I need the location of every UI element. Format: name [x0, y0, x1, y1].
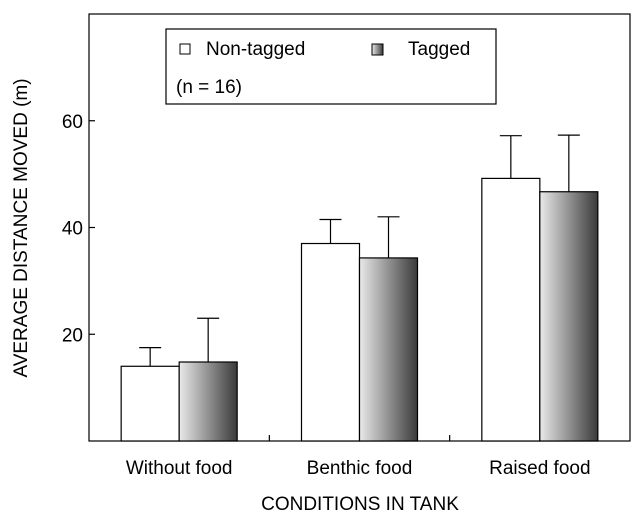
- y-tick-label: 60: [62, 112, 83, 133]
- bar-tagged: [178, 361, 238, 442]
- legend-note: (n = 16): [176, 77, 242, 98]
- legend-box: [165, 28, 497, 105]
- bars-group: [120, 134, 599, 442]
- x-tick-label: Raised food: [489, 458, 590, 479]
- legend-swatch-non-tagged: [179, 43, 191, 55]
- bar-non-tagged: [120, 365, 180, 442]
- legend-swatch-tagged: [371, 43, 384, 56]
- y-axis-label: AVERAGE DISTANCE MOVED (m): [11, 78, 32, 377]
- y-tick-label: 40: [62, 219, 83, 240]
- legend: Non-tagged Tagged (n = 16): [165, 28, 497, 105]
- bar-non-tagged: [481, 177, 541, 442]
- bar-tagged: [358, 257, 419, 442]
- legend-label-tagged: Tagged: [408, 39, 470, 60]
- x-tick-label: Benthic food: [307, 458, 413, 479]
- x-axis-ticks: Without food Benthic food Raised food: [126, 435, 591, 479]
- x-tick-label: Without food: [126, 458, 233, 479]
- y-axis-ticks: 20 40 60: [62, 112, 95, 346]
- bar-non-tagged: [300, 242, 361, 442]
- legend-label-non-tagged: Non-tagged: [206, 39, 305, 60]
- x-axis-label: CONDITIONS IN TANK: [261, 494, 459, 515]
- bar-tagged: [539, 191, 599, 442]
- y-tick-label: 20: [62, 325, 83, 346]
